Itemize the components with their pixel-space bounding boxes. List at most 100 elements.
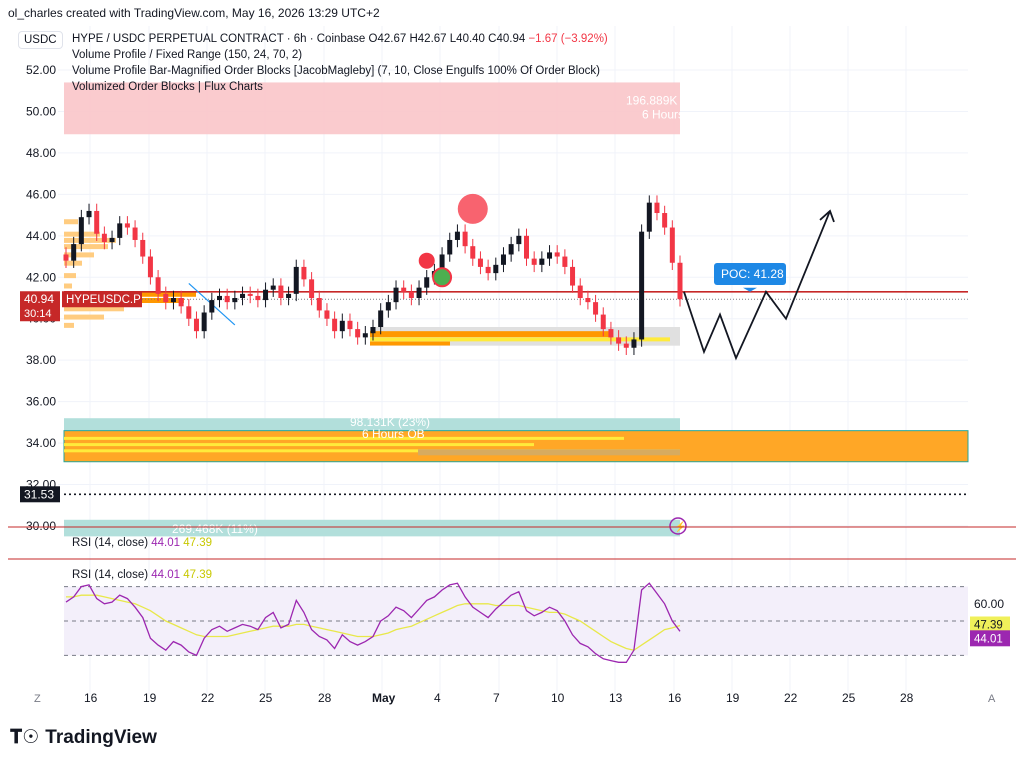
candle-body[interactable] xyxy=(201,312,207,332)
candle-body[interactable] xyxy=(332,318,338,332)
candle-body[interactable] xyxy=(109,237,115,243)
candle-body[interactable] xyxy=(669,227,675,263)
candle-body[interactable] xyxy=(101,233,107,243)
rsi-line[interactable] xyxy=(65,582,681,663)
candle-body[interactable] xyxy=(677,262,683,300)
bearish-signal-marker[interactable] xyxy=(418,252,435,269)
candle-body[interactable] xyxy=(147,256,153,278)
candle-body[interactable] xyxy=(470,246,476,259)
candle-body[interactable] xyxy=(247,293,253,296)
rsi-legend-1[interactable]: RSI (14, close) 44.01 47.39 xyxy=(72,537,212,549)
candle-body[interactable] xyxy=(347,320,353,330)
candle-body[interactable] xyxy=(508,244,514,255)
candle-body[interactable] xyxy=(524,235,529,259)
candle-body[interactable] xyxy=(493,264,499,274)
candle-body[interactable] xyxy=(577,285,583,298)
candle-body[interactable] xyxy=(593,302,599,315)
candle-body[interactable] xyxy=(270,285,276,290)
candle-body[interactable] xyxy=(71,244,77,261)
candle-body[interactable] xyxy=(286,293,292,298)
poc-label-bg[interactable] xyxy=(714,262,786,285)
candle-body[interactable] xyxy=(623,343,629,348)
candle-body[interactable] xyxy=(616,337,622,344)
candle-body[interactable] xyxy=(78,217,84,245)
candle-body[interactable] xyxy=(163,293,169,303)
candle-body[interactable] xyxy=(309,279,315,298)
candle-body[interactable] xyxy=(255,295,261,301)
alert-bolt-icon[interactable] xyxy=(669,517,687,535)
candle-body[interactable] xyxy=(516,235,522,245)
candle-body[interactable] xyxy=(639,231,645,340)
price-chart[interactable]: 52.0050.0048.0046.0044.0042.0040.0038.00… xyxy=(8,26,1016,710)
candle-body[interactable] xyxy=(124,223,130,228)
chart-frame[interactable]: 52.0050.0048.0046.0044.0042.0040.0038.00… xyxy=(8,26,1016,710)
candle-body[interactable] xyxy=(316,298,322,311)
candle-body[interactable] xyxy=(370,327,376,334)
candle-body[interactable] xyxy=(209,300,215,313)
candle-body[interactable] xyxy=(600,314,606,330)
rsi-legend-2[interactable]: RSI (14, close) 44.01 47.39 xyxy=(72,569,212,581)
candle-body[interactable] xyxy=(186,306,192,319)
bearish-order-block[interactable] xyxy=(64,82,680,135)
indicator-legend-order-blocks[interactable]: Volume Profile Bar-Magnified Order Block… xyxy=(72,65,600,77)
candle-body[interactable] xyxy=(500,254,506,265)
candle-body[interactable] xyxy=(416,287,422,298)
candle-body[interactable] xyxy=(439,254,445,272)
candle-body[interactable] xyxy=(454,231,460,240)
candle-body[interactable] xyxy=(585,298,591,303)
projection-path[interactable] xyxy=(683,210,831,361)
indicator-legend-volume-profile[interactable]: Volume Profile / Fixed Range (150, 24, 7… xyxy=(72,49,303,61)
candle-body[interactable] xyxy=(646,202,652,232)
bearish-signal-marker[interactable] xyxy=(457,193,488,224)
candle-body[interactable] xyxy=(554,252,560,257)
candle-body[interactable] xyxy=(240,293,246,298)
candle-body[interactable] xyxy=(132,227,138,240)
candle-body[interactable] xyxy=(301,266,307,280)
series-title[interactable]: HYPE / USDC PERPETUAL CONTRACT · 6h · Co… xyxy=(72,33,366,45)
candle-body[interactable] xyxy=(263,289,269,301)
candle-body[interactable] xyxy=(447,239,453,255)
candle-body[interactable] xyxy=(278,285,284,298)
candle-body[interactable] xyxy=(608,329,614,338)
candle-body[interactable] xyxy=(385,302,391,311)
candle-body[interactable] xyxy=(355,329,361,338)
symbol-currency-badge[interactable]: USDC xyxy=(18,31,63,49)
candle-body[interactable] xyxy=(570,266,576,286)
candle-body[interactable] xyxy=(170,298,176,303)
candle-body[interactable] xyxy=(485,266,491,274)
candle-body[interactable] xyxy=(654,202,660,214)
candle-body[interactable] xyxy=(140,239,146,257)
candle-body[interactable] xyxy=(547,252,553,259)
symbol-tag-bg[interactable] xyxy=(62,291,142,308)
volume-profile-zone[interactable] xyxy=(63,430,969,463)
candle-body[interactable] xyxy=(339,320,345,332)
candle-body[interactable] xyxy=(362,333,368,338)
candle-body[interactable] xyxy=(86,210,92,218)
bullish-order-block[interactable] xyxy=(64,418,680,431)
candle-body[interactable] xyxy=(401,287,407,292)
bullish-signal-marker[interactable] xyxy=(432,267,453,288)
candle-body[interactable] xyxy=(393,287,399,303)
candle-body[interactable] xyxy=(63,254,69,261)
candle-body[interactable] xyxy=(477,258,483,267)
candle-body[interactable] xyxy=(462,231,468,247)
candle-body[interactable] xyxy=(631,339,637,348)
candle-body[interactable] xyxy=(178,298,184,307)
candle-body[interactable] xyxy=(117,223,123,238)
candle-body[interactable] xyxy=(662,213,668,228)
candle-body[interactable] xyxy=(193,318,199,332)
candle-body[interactable] xyxy=(324,310,330,319)
candle-body[interactable] xyxy=(424,277,430,288)
candle-body[interactable] xyxy=(539,258,545,265)
candle-body[interactable] xyxy=(155,277,161,294)
candle-body[interactable] xyxy=(224,295,230,303)
bullish-order-block-low[interactable] xyxy=(64,519,680,537)
candle-body[interactable] xyxy=(232,298,238,303)
indicator-legend-volumized-ob[interactable]: Volumized Order Blocks | Flux Charts xyxy=(72,81,263,93)
candle-body[interactable] xyxy=(531,258,537,265)
candle-body[interactable] xyxy=(293,266,299,294)
tradingview-logo[interactable]: 𝐓☉ TradingView xyxy=(10,726,157,749)
candle-body[interactable] xyxy=(378,310,384,328)
candle-body[interactable] xyxy=(562,256,568,267)
candle-body[interactable] xyxy=(217,295,222,301)
